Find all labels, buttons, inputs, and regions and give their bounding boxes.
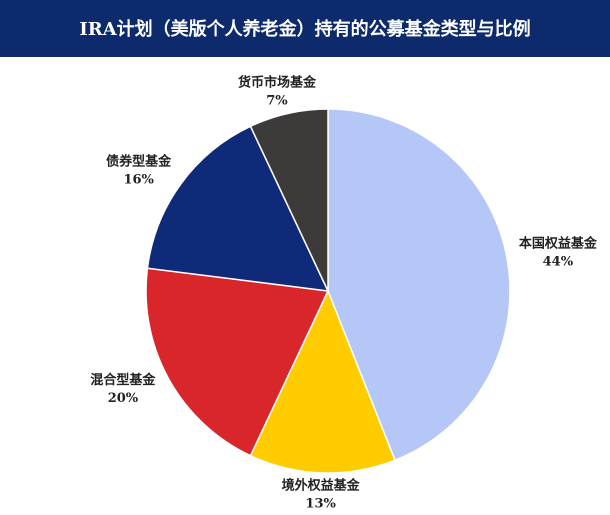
pie-slice <box>327 108 511 462</box>
slice-label: 债券型基金 <box>106 154 172 170</box>
slice-label: 货币市场基金 <box>238 74 317 90</box>
slice-value-label: 16% <box>123 173 154 188</box>
pie-slice <box>249 289 396 474</box>
slice-value-label: 13% <box>305 496 336 511</box>
slice-label: 境外权益基金 <box>282 477 361 493</box>
title-banner <box>0 0 610 57</box>
slice-label: 混合型基金 <box>90 372 156 388</box>
slice-label: 本国权益基金 <box>519 235 598 251</box>
slice-value-label: 20% <box>108 391 139 406</box>
pie-slice <box>145 267 330 457</box>
pie-slice <box>249 108 329 292</box>
pie-slice <box>146 125 330 292</box>
chart-title: IRA计划（美版个人养老金）持有的公募基金类型与比例 <box>79 18 530 40</box>
slice-value-label: 7% <box>266 93 288 108</box>
slice-value-label: 44% <box>543 254 574 269</box>
